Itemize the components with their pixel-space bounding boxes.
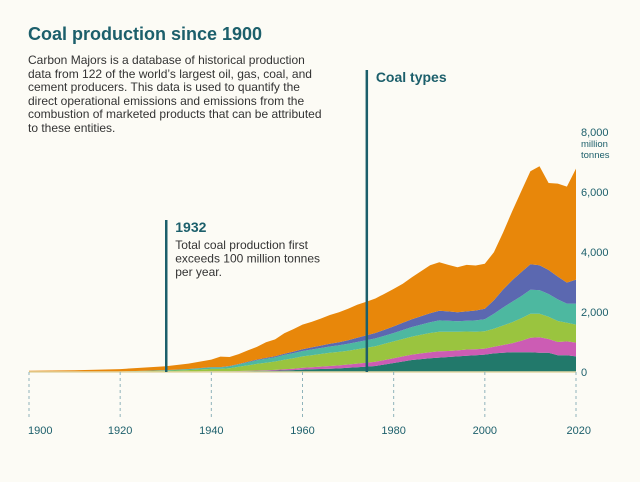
x-tick-label: 1940: [199, 425, 223, 437]
area-series-5: [29, 264, 576, 372]
y-tick-label: 0: [581, 367, 587, 379]
x-tick-label: 1980: [381, 425, 405, 437]
x-tick-label: 2020: [567, 425, 591, 437]
annotation-text: exceeds 100 million tonnes: [175, 252, 320, 266]
annotation-title: 1932: [175, 219, 206, 235]
x-tick-label: 1920: [108, 425, 132, 437]
area-series-3: [29, 313, 576, 372]
x-grid-lines: [28, 372, 577, 420]
y-tick-label: 6,000: [581, 187, 609, 199]
x-tick-label: 1960: [290, 425, 314, 437]
area-series-1: [29, 352, 576, 372]
annotation-text: per year.: [175, 265, 222, 279]
chart-title: Coal production since 1900: [28, 24, 263, 44]
annotation-text: Total coal production first: [175, 238, 308, 252]
y-tick-label: 2,000: [581, 307, 609, 319]
y-tick-label: 8,000: [581, 127, 609, 139]
area-series-4: [29, 289, 576, 372]
area-series-2: [29, 337, 576, 372]
annotation-title: Coal types: [376, 69, 447, 85]
chart-description: Carbon Majors is a database of historica…: [28, 53, 322, 135]
x-tick-label: 1900: [28, 425, 52, 437]
y-tick-label: 4,000: [581, 247, 609, 259]
area-series-group: [29, 166, 576, 373]
area-series-6: [29, 166, 576, 372]
y-unit-label: tonnes: [581, 150, 610, 161]
x-tick-label: 2000: [473, 425, 497, 437]
x-axis-ticks: 1900 1920 1940 1960 1980 2000 2020: [28, 425, 591, 437]
y-unit-label: million: [581, 139, 608, 150]
